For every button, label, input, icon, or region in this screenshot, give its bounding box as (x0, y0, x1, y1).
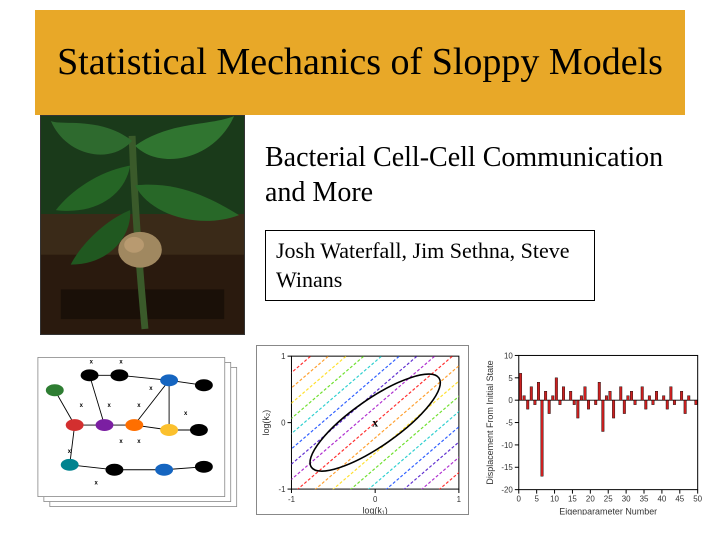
svg-text:log(k₁): log(k₁) (362, 506, 387, 514)
svg-text:30: 30 (622, 495, 631, 504)
svg-text:0: 0 (281, 419, 286, 428)
figures-row: xxxxxxxxxxx x-101-101log(k₁)log(k₂) 0510… (20, 345, 705, 520)
svg-text:0: 0 (509, 396, 514, 405)
svg-text:10: 10 (550, 495, 559, 504)
svg-text:Displacement From Initial Stat: Displacement From Initial State (485, 360, 495, 484)
svg-text:25: 25 (604, 495, 613, 504)
network-diagram: xxxxxxxxxxx (20, 345, 244, 515)
svg-text:-1: -1 (288, 495, 295, 504)
eigenparameter-barchart: 05101520253035404550-20-15-10-50510Eigen… (481, 345, 705, 515)
svg-text:x: x (372, 416, 378, 430)
svg-text:-10: -10 (502, 441, 514, 450)
svg-text:-1: -1 (278, 485, 285, 494)
svg-text:1: 1 (456, 495, 460, 504)
svg-text:-5: -5 (506, 419, 514, 428)
svg-text:log(k₂): log(k₂) (260, 410, 270, 436)
svg-text:40: 40 (658, 495, 667, 504)
plant-illustration (41, 116, 244, 334)
svg-text:15: 15 (568, 495, 577, 504)
svg-text:20: 20 (586, 495, 595, 504)
svg-text:5: 5 (509, 374, 514, 383)
svg-text:10: 10 (504, 351, 513, 360)
svg-text:5: 5 (535, 495, 540, 504)
contour-plot: x -1 0 1 -1 0 1 log(k₁) log(k₂) (256, 345, 470, 515)
subtitle: Bacterial Cell-Cell Communication and Mo… (265, 140, 695, 210)
svg-text:0: 0 (373, 495, 378, 504)
svg-text:-15: -15 (502, 463, 514, 472)
page-title: Statistical Mechanics of Sloppy Models (57, 39, 663, 87)
svg-text:0: 0 (517, 495, 522, 504)
svg-text:45: 45 (676, 495, 685, 504)
svg-text:Eigenparameter Number: Eigenparameter Number (560, 506, 658, 515)
plant-photo (40, 115, 245, 335)
svg-text:35: 35 (640, 495, 649, 504)
svg-text:50: 50 (694, 495, 703, 504)
title-banner: Statistical Mechanics of Sloppy Models (35, 10, 685, 115)
svg-text:-20: -20 (502, 486, 514, 495)
authors-box: Josh Waterfall, Jim Sethna, Steve Winans (265, 230, 595, 301)
svg-text:1: 1 (281, 352, 285, 361)
